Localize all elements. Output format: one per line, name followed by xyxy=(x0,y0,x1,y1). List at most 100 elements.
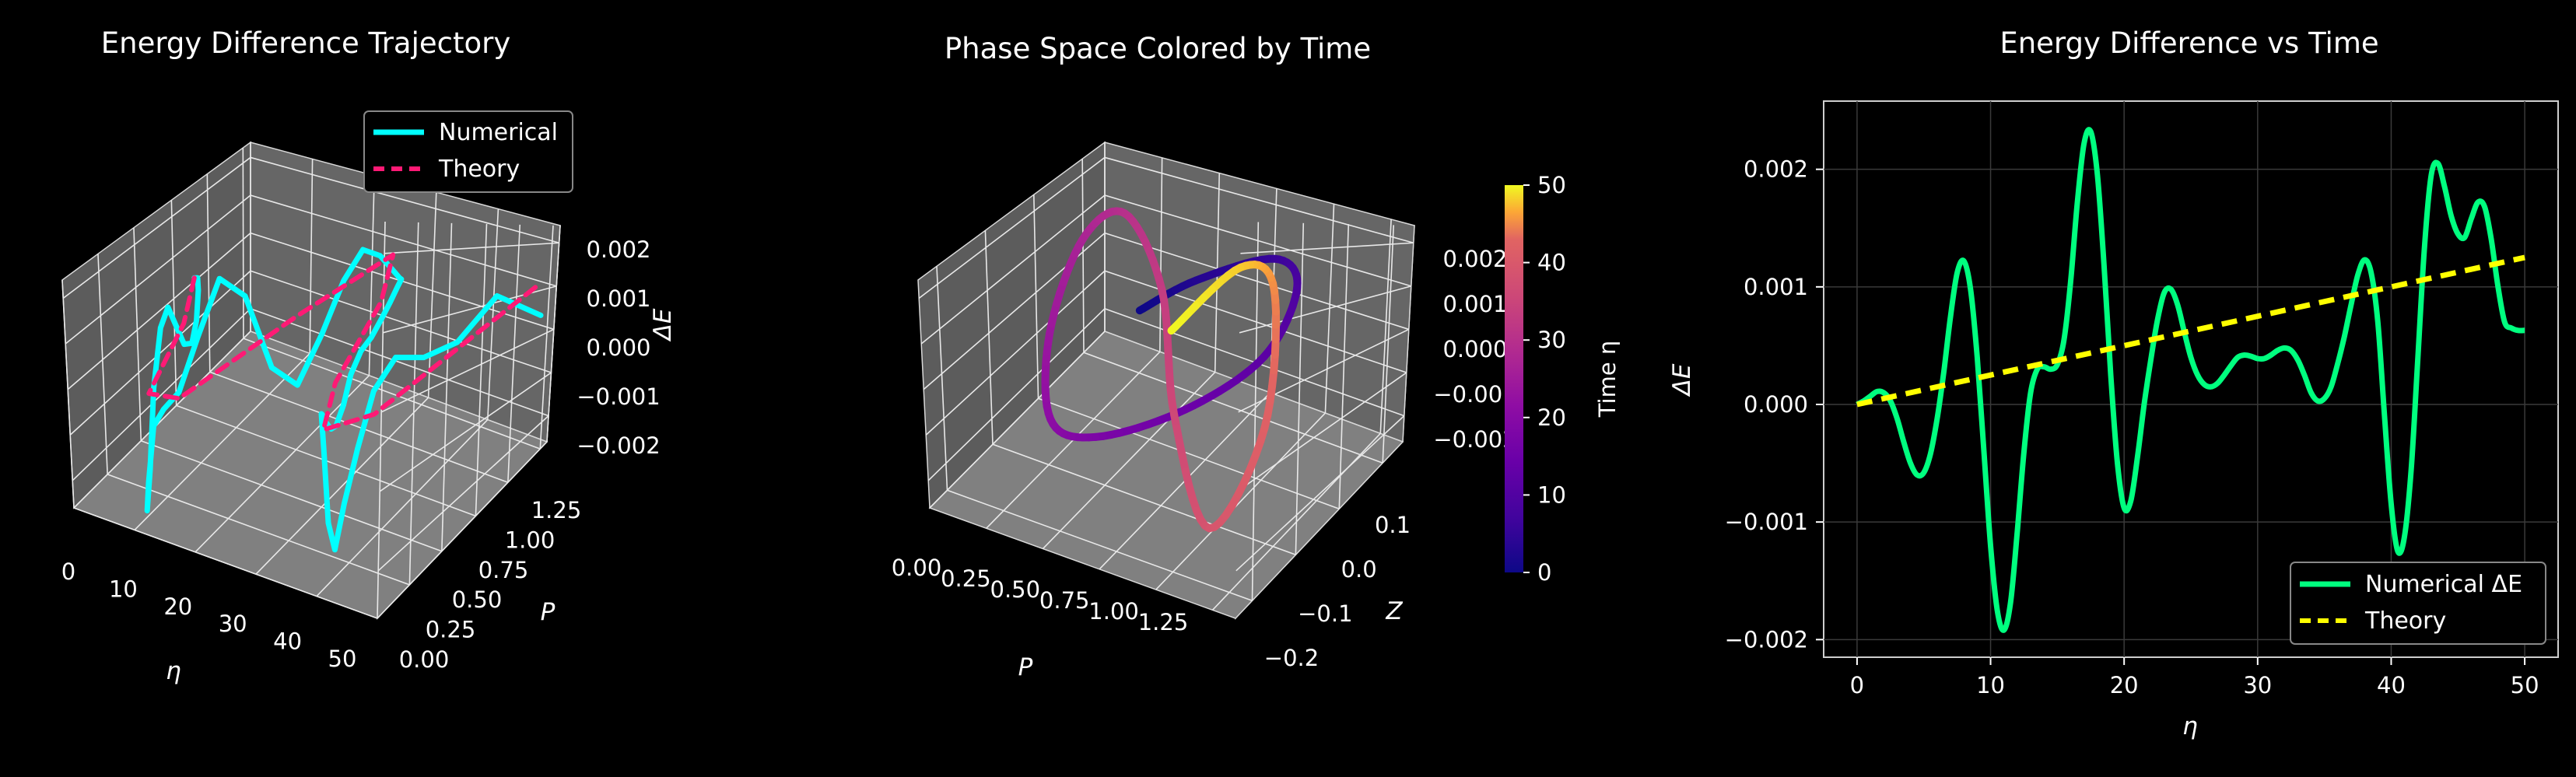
gridline xyxy=(1251,222,1260,601)
gridline xyxy=(134,352,310,530)
numerical-line xyxy=(144,247,544,553)
gridline xyxy=(1239,285,1412,334)
x-tick-label: 10 xyxy=(109,576,138,602)
x-tick-label: 0 xyxy=(1850,672,1864,698)
panel3-legend-numerical-label: Numerical ΔE xyxy=(2365,571,2522,598)
gridline xyxy=(242,148,244,339)
theory-line xyxy=(146,252,543,432)
gridline xyxy=(546,225,561,443)
y-tick-label: −0.1 xyxy=(1298,600,1352,627)
y-tick-label: 0.002 xyxy=(1744,156,1808,183)
y-tick-label: 0.000 xyxy=(1744,391,1808,418)
gridline xyxy=(133,227,142,441)
gridline xyxy=(992,443,1296,556)
gridline xyxy=(65,194,251,345)
theory-line xyxy=(1856,254,2525,408)
gridline xyxy=(250,308,549,417)
y-tick-label: −0.2 xyxy=(1264,645,1319,671)
gridline xyxy=(107,474,410,586)
colorbar-tick-label: 40 xyxy=(1537,250,1566,276)
gridline xyxy=(250,270,552,373)
panel1-y-ticks: 0.00 0.25 0.50 0.75 1.00 1.25 xyxy=(399,497,582,673)
gridline xyxy=(936,266,948,491)
x-tick-label: 0.25 xyxy=(941,565,991,592)
gridline xyxy=(61,279,75,509)
panel-energy-vs-time: Energy Difference vs Time 0 10 20 30 40 50 −0… xyxy=(1668,26,2559,740)
x-tick-label: 20 xyxy=(2110,672,2139,698)
panel1-legend-theory-label: Theory xyxy=(438,156,520,183)
x-tick-label: 10 xyxy=(1976,672,2005,698)
y-tick-label: 0.50 xyxy=(452,586,503,613)
gridline xyxy=(377,441,548,619)
gridline xyxy=(507,224,521,483)
gridline xyxy=(1083,352,1383,464)
trajectory-segment xyxy=(1167,322,1179,335)
gridline xyxy=(309,159,314,354)
colorbar-label: Time η xyxy=(1594,341,1621,418)
colorbar-tick-label: 0 xyxy=(1537,559,1551,586)
y-tick-label: 1.25 xyxy=(531,497,582,523)
gridline xyxy=(379,372,552,492)
gridline xyxy=(1033,194,1039,399)
z-tick-label: −0.001 xyxy=(577,383,660,410)
gridline xyxy=(1240,242,1414,254)
x-tick-label: 50 xyxy=(328,646,357,672)
panel1-legend-numerical-label: Numerical xyxy=(439,119,558,146)
panel3-xlabel: η xyxy=(2182,712,2198,740)
gridline xyxy=(1081,159,1085,353)
panel1-zlabel: ΔE xyxy=(649,308,677,341)
gridline xyxy=(1038,397,1340,510)
panel3-legend: Numerical ΔE Theory xyxy=(2290,562,2546,645)
gridline xyxy=(195,375,370,553)
panel2-x-ticks: 0.000.250.500.751.001.25 xyxy=(892,555,1189,635)
x-tick-label: 40 xyxy=(2377,672,2406,698)
gridline xyxy=(206,173,211,373)
gridline xyxy=(377,415,549,572)
gridline xyxy=(918,156,1106,299)
x-tick-label: 20 xyxy=(163,593,192,620)
gridline xyxy=(1042,371,1216,550)
x-tick-label: 1.00 xyxy=(1088,598,1139,625)
numerical-line xyxy=(1856,127,2525,633)
panel1-x-ticks: 0 10 20 30 40 50 xyxy=(61,558,357,672)
x-tick-label: 40 xyxy=(273,628,302,655)
y-tick-label: 1.00 xyxy=(505,527,556,553)
gridline xyxy=(475,223,488,516)
panel2-colorbar: 0 10 20 30 40 50 Time η xyxy=(1505,172,1621,586)
gridline xyxy=(1338,224,1350,509)
colorbar-tick-label: 50 xyxy=(1537,172,1566,198)
colorbar-gradient xyxy=(1505,185,1523,572)
x-tick-label: 0.50 xyxy=(990,576,1041,603)
gridline xyxy=(384,242,559,254)
gridline xyxy=(72,308,251,481)
x-tick-label: 50 xyxy=(2511,672,2539,698)
gridline xyxy=(1155,412,1326,590)
panel-phase-space: Phase Space Colored by Time 0.000.250.50… xyxy=(892,32,1621,681)
gridline xyxy=(929,331,1106,509)
y-tick-label: −0.002 xyxy=(1725,626,1808,653)
gridline xyxy=(170,200,177,406)
z-tick-label: 0.001 xyxy=(586,285,650,312)
y-tick-label: 0.0 xyxy=(1341,556,1377,583)
gridline xyxy=(1104,156,1414,244)
panel1-ylabel: P xyxy=(541,598,556,626)
panel2-title: Phase Space Colored by Time xyxy=(945,32,1371,65)
panel3-y-ticks: −0.002 −0.001 0.000 0.001 0.002 xyxy=(1725,156,1824,653)
gridline xyxy=(920,194,1106,345)
gridline xyxy=(947,489,1253,602)
gridline xyxy=(427,192,437,398)
panel1-3d-axes xyxy=(61,141,561,620)
y-tick-label: 0.25 xyxy=(426,617,476,643)
z-tick-label: 0.001 xyxy=(1442,291,1507,317)
gridline xyxy=(209,371,509,483)
gridline xyxy=(1236,372,1407,492)
gridline xyxy=(1159,157,1163,352)
panel3-x-ticks: 0 10 20 30 40 50 xyxy=(1850,657,2539,698)
gridline xyxy=(441,222,453,551)
gridline xyxy=(984,230,994,445)
z-tick-label: 0.000 xyxy=(1442,336,1507,362)
y-tick-label: 0.00 xyxy=(399,646,450,673)
gridline xyxy=(250,156,559,244)
y-tick-label: 0.1 xyxy=(1375,512,1411,538)
